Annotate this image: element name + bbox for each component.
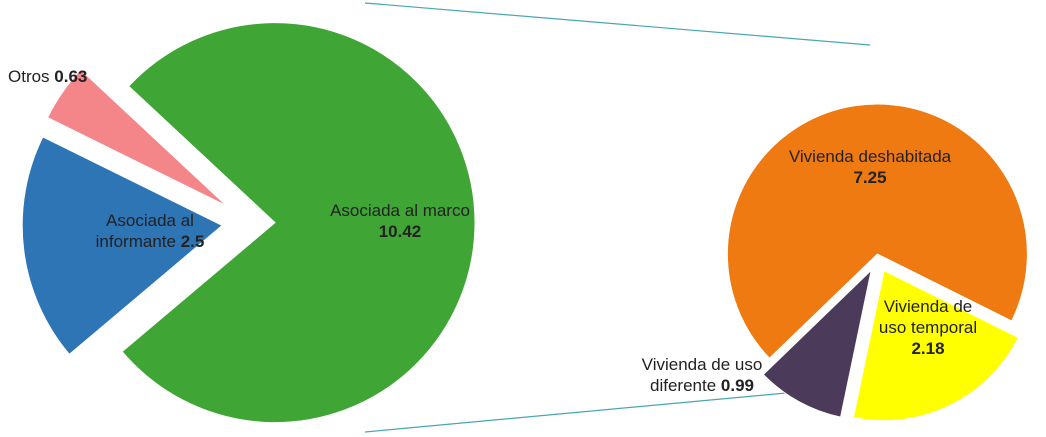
slice-name: Asociada al informante bbox=[95, 211, 194, 251]
slice-name: Vivienda deshabitada bbox=[788, 147, 952, 166]
pie-slice bbox=[852, 269, 1020, 422]
pie-slice bbox=[762, 268, 873, 418]
slice-value: 10.42 bbox=[378, 222, 422, 241]
pie-slice bbox=[121, 22, 476, 424]
slice-label: Otros 0.63 bbox=[8, 66, 148, 87]
pie-slice bbox=[726, 103, 1028, 359]
connector-line bbox=[364, 2, 871, 46]
slice-name: Vivienda de uso temporal bbox=[878, 297, 978, 337]
slice-label: Vivienda deshabitada 7.25 bbox=[775, 146, 965, 188]
slice-label: Asociada al informante 2.5 bbox=[75, 210, 225, 252]
slice-label: Vivienda de uso diferente 0.99 bbox=[612, 354, 792, 396]
slice-name: Otros bbox=[8, 67, 50, 86]
connector-line bbox=[364, 387, 841, 433]
slice-value: 0.99 bbox=[720, 376, 754, 395]
slice-value: 2.5 bbox=[180, 232, 205, 251]
slice-label: Vivienda de uso temporal 2.18 bbox=[868, 296, 988, 359]
slice-label: Asociada al marco 10.42 bbox=[310, 200, 490, 242]
pie-slice bbox=[46, 68, 228, 207]
slice-name: Asociada al marco bbox=[330, 201, 470, 220]
slice-value: 0.63 bbox=[54, 67, 88, 86]
pie-slice bbox=[21, 136, 224, 356]
slice-value: 7.25 bbox=[853, 168, 887, 187]
slice-name: Vivienda de uso diferente bbox=[641, 355, 763, 395]
slice-value: 2.18 bbox=[911, 339, 945, 358]
